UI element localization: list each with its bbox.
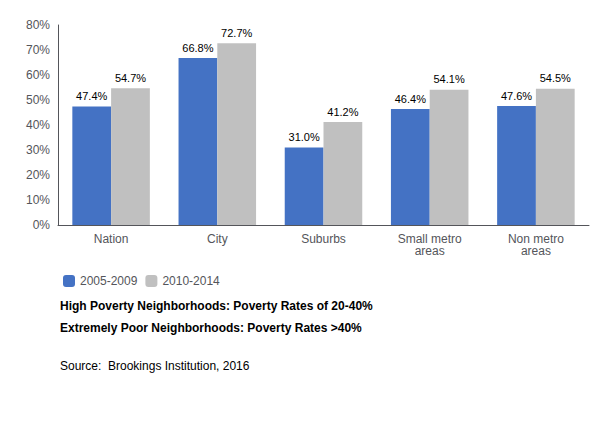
svg-text:10%: 10% xyxy=(26,193,50,207)
svg-text:66.8%: 66.8% xyxy=(182,42,213,54)
svg-text:Non metro: Non metro xyxy=(507,232,564,246)
svg-text:54.1%: 54.1% xyxy=(433,73,464,85)
svg-text:47.6%: 47.6% xyxy=(501,90,532,102)
svg-text:72.7%: 72.7% xyxy=(221,27,252,39)
svg-text:areas: areas xyxy=(521,244,551,258)
svg-text:54.5%: 54.5% xyxy=(540,72,571,84)
svg-text:20%: 20% xyxy=(26,168,50,182)
svg-text:0%: 0% xyxy=(33,218,51,232)
svg-text:City: City xyxy=(207,232,228,246)
svg-text:2010-2014: 2010-2014 xyxy=(162,274,220,288)
svg-text:46.4%: 46.4% xyxy=(395,93,426,105)
svg-text:50%: 50% xyxy=(26,93,50,107)
svg-text:60%: 60% xyxy=(26,68,50,82)
svg-text:2005-2009: 2005-2009 xyxy=(80,274,138,288)
svg-text:80%: 80% xyxy=(26,18,50,32)
svg-text:47.4%: 47.4% xyxy=(76,90,107,102)
svg-text:High Poverty Neighborhoods: Po: High Poverty Neighborhoods: Poverty Rate… xyxy=(60,299,373,313)
svg-text:70%: 70% xyxy=(26,43,50,57)
svg-text:Nation: Nation xyxy=(94,232,129,246)
svg-text:Extremely Poor Neighborhoods:: Extremely Poor Neighborhoods: Poverty Ra… xyxy=(60,321,362,335)
svg-text:areas: areas xyxy=(415,244,445,258)
svg-text:Suburbs: Suburbs xyxy=(301,232,346,246)
svg-text:30%: 30% xyxy=(26,143,50,157)
svg-text:Source: Brookings Institution: Source: Brookings Institution, 2016 xyxy=(60,359,250,373)
svg-text:41.2%: 41.2% xyxy=(327,106,358,118)
svg-text:Small metro: Small metro xyxy=(397,232,462,246)
svg-text:31.0%: 31.0% xyxy=(289,131,320,143)
svg-text:54.7%: 54.7% xyxy=(115,72,146,84)
svg-text:40%: 40% xyxy=(26,118,50,132)
